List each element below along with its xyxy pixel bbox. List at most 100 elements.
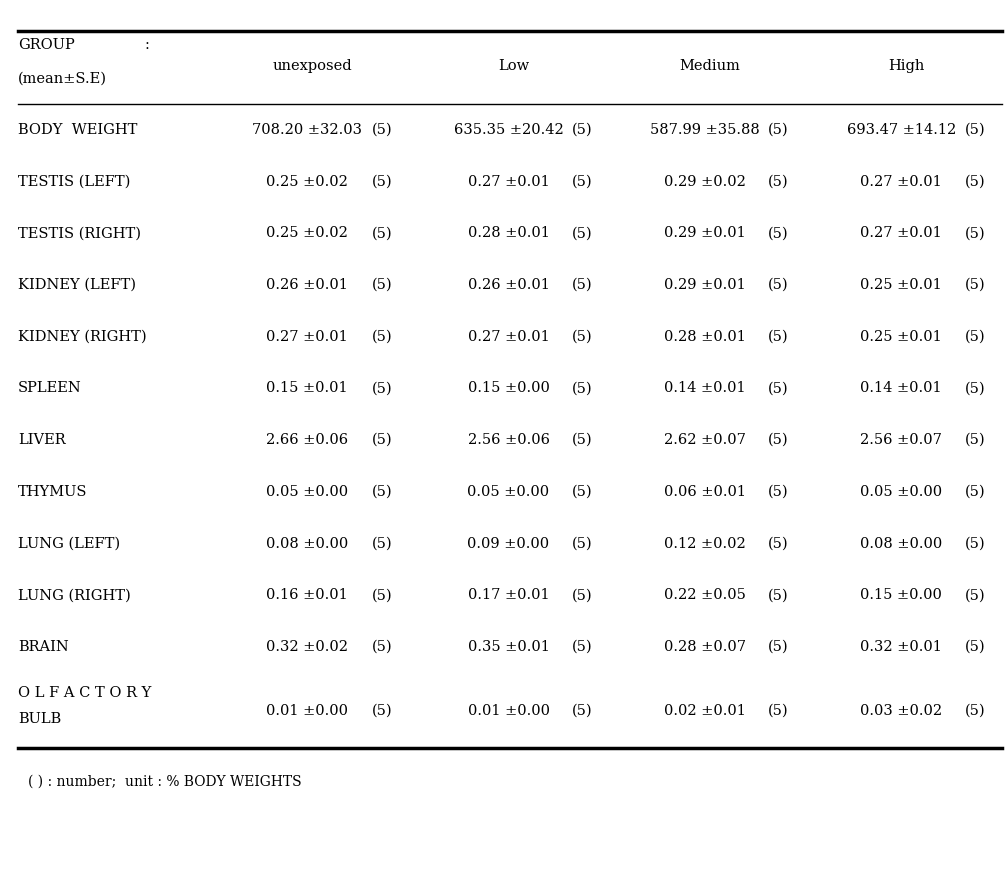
Text: (5): (5) — [768, 588, 788, 602]
Text: 2.56 ±0.06: 2.56 ±0.06 — [467, 433, 550, 447]
Text: (5): (5) — [572, 704, 592, 717]
Text: (5): (5) — [572, 485, 592, 499]
Text: BRAIN: BRAIN — [18, 640, 68, 654]
Text: TESTIS (RIGHT): TESTIS (RIGHT) — [18, 226, 141, 241]
Text: (5): (5) — [965, 640, 985, 654]
Text: (5): (5) — [572, 278, 592, 292]
Text: 0.02 ±0.01: 0.02 ±0.01 — [664, 704, 746, 717]
Text: 0.05 ±0.00: 0.05 ±0.00 — [860, 485, 943, 499]
Text: 0.14 ±0.01: 0.14 ±0.01 — [664, 381, 746, 396]
Text: 0.28 ±0.01: 0.28 ±0.01 — [467, 226, 550, 241]
Text: (5): (5) — [768, 226, 788, 241]
Text: 0.29 ±0.02: 0.29 ±0.02 — [664, 175, 746, 189]
Text: TESTIS (LEFT): TESTIS (LEFT) — [18, 175, 131, 189]
Text: (5): (5) — [572, 330, 592, 344]
Text: 0.27 ±0.01: 0.27 ±0.01 — [860, 175, 943, 189]
Text: (5): (5) — [768, 278, 788, 292]
Text: 0.29 ±0.01: 0.29 ±0.01 — [664, 226, 746, 241]
Text: 0.05 ±0.00: 0.05 ±0.00 — [266, 485, 348, 499]
Text: High: High — [888, 59, 924, 73]
Text: (5): (5) — [965, 175, 985, 189]
Text: BULB: BULB — [18, 713, 61, 726]
Text: 0.27 ±0.01: 0.27 ±0.01 — [860, 226, 943, 241]
Text: 0.27 ±0.01: 0.27 ±0.01 — [467, 330, 550, 344]
Text: (5): (5) — [768, 536, 788, 551]
Text: 693.47 ±14.12: 693.47 ±14.12 — [847, 123, 956, 137]
Text: (5): (5) — [373, 640, 393, 654]
Text: 0.22 ±0.05: 0.22 ±0.05 — [664, 588, 746, 602]
Text: (5): (5) — [768, 433, 788, 447]
Text: 0.09 ±0.00: 0.09 ±0.00 — [467, 536, 550, 551]
Text: 0.08 ±0.00: 0.08 ±0.00 — [860, 536, 943, 551]
Text: (5): (5) — [373, 330, 393, 344]
Text: (5): (5) — [965, 123, 985, 137]
Text: 0.08 ±0.00: 0.08 ±0.00 — [266, 536, 348, 551]
Text: 0.01 ±0.00: 0.01 ±0.00 — [467, 704, 550, 717]
Text: (5): (5) — [768, 175, 788, 189]
Text: Low: Low — [498, 59, 529, 73]
Text: 0.28 ±0.01: 0.28 ±0.01 — [664, 330, 746, 344]
Text: 0.27 ±0.01: 0.27 ±0.01 — [467, 175, 550, 189]
Text: (5): (5) — [965, 536, 985, 551]
Text: SPLEEN: SPLEEN — [18, 381, 82, 396]
Text: 0.32 ±0.02: 0.32 ±0.02 — [266, 640, 348, 654]
Text: 587.99 ±35.88: 587.99 ±35.88 — [651, 123, 759, 137]
Text: (5): (5) — [572, 588, 592, 602]
Text: 2.66 ±0.06: 2.66 ±0.06 — [266, 433, 348, 447]
Text: (5): (5) — [572, 381, 592, 396]
Text: (5): (5) — [768, 123, 788, 137]
Text: KIDNEY (LEFT): KIDNEY (LEFT) — [18, 278, 136, 292]
Text: 0.05 ±0.00: 0.05 ±0.00 — [467, 485, 550, 499]
Text: Medium: Medium — [680, 59, 740, 73]
Text: (5): (5) — [373, 433, 393, 447]
Text: (5): (5) — [768, 485, 788, 499]
Text: 0.27 ±0.01: 0.27 ±0.01 — [266, 330, 348, 344]
Text: :: : — [144, 38, 149, 53]
Text: THYMUS: THYMUS — [18, 485, 88, 499]
Text: (5): (5) — [965, 704, 985, 717]
Text: 0.17 ±0.01: 0.17 ±0.01 — [467, 588, 550, 602]
Text: (5): (5) — [373, 704, 393, 717]
Text: (5): (5) — [373, 536, 393, 551]
Text: 0.26 ±0.01: 0.26 ±0.01 — [266, 278, 348, 292]
Text: (5): (5) — [572, 640, 592, 654]
Text: 0.15 ±0.00: 0.15 ±0.00 — [467, 381, 550, 396]
Text: 0.25 ±0.02: 0.25 ±0.02 — [266, 226, 348, 241]
Text: (5): (5) — [373, 485, 393, 499]
Text: LIVER: LIVER — [18, 433, 65, 447]
Text: GROUP: GROUP — [18, 38, 75, 53]
Text: 0.14 ±0.01: 0.14 ±0.01 — [860, 381, 943, 396]
Text: 708.20 ±32.03: 708.20 ±32.03 — [252, 123, 363, 137]
Text: (5): (5) — [373, 123, 393, 137]
Text: (5): (5) — [373, 588, 393, 602]
Text: (5): (5) — [965, 278, 985, 292]
Text: 0.06 ±0.01: 0.06 ±0.01 — [664, 485, 746, 499]
Text: ( ) : number;  unit : % BODY WEIGHTS: ( ) : number; unit : % BODY WEIGHTS — [28, 775, 302, 789]
Text: 2.56 ±0.07: 2.56 ±0.07 — [860, 433, 943, 447]
Text: 0.25 ±0.01: 0.25 ±0.01 — [860, 278, 943, 292]
Text: (5): (5) — [768, 330, 788, 344]
Text: (5): (5) — [965, 485, 985, 499]
Text: (5): (5) — [965, 433, 985, 447]
Text: (5): (5) — [572, 175, 592, 189]
Text: BODY  WEIGHT: BODY WEIGHT — [18, 123, 138, 137]
Text: 0.01 ±0.00: 0.01 ±0.00 — [266, 704, 348, 717]
Text: LUNG (RIGHT): LUNG (RIGHT) — [18, 588, 131, 602]
Text: 0.15 ±0.01: 0.15 ±0.01 — [266, 381, 348, 396]
Text: 0.35 ±0.01: 0.35 ±0.01 — [467, 640, 550, 654]
Text: (5): (5) — [373, 226, 393, 241]
Text: 0.16 ±0.01: 0.16 ±0.01 — [266, 588, 348, 602]
Text: (5): (5) — [768, 704, 788, 717]
Text: LUNG (LEFT): LUNG (LEFT) — [18, 536, 120, 551]
Text: (5): (5) — [572, 226, 592, 241]
Text: 2.62 ±0.07: 2.62 ±0.07 — [664, 433, 746, 447]
Text: 0.12 ±0.02: 0.12 ±0.02 — [664, 536, 746, 551]
Text: 0.28 ±0.07: 0.28 ±0.07 — [664, 640, 746, 654]
Text: 0.25 ±0.01: 0.25 ±0.01 — [860, 330, 943, 344]
Text: 0.32 ±0.01: 0.32 ±0.01 — [860, 640, 943, 654]
Text: (mean±S.E): (mean±S.E) — [18, 71, 107, 86]
Text: 0.03 ±0.02: 0.03 ±0.02 — [860, 704, 943, 717]
Text: O L F A C T O R Y: O L F A C T O R Y — [18, 686, 151, 700]
Text: (5): (5) — [373, 381, 393, 396]
Text: 0.25 ±0.02: 0.25 ±0.02 — [266, 175, 348, 189]
